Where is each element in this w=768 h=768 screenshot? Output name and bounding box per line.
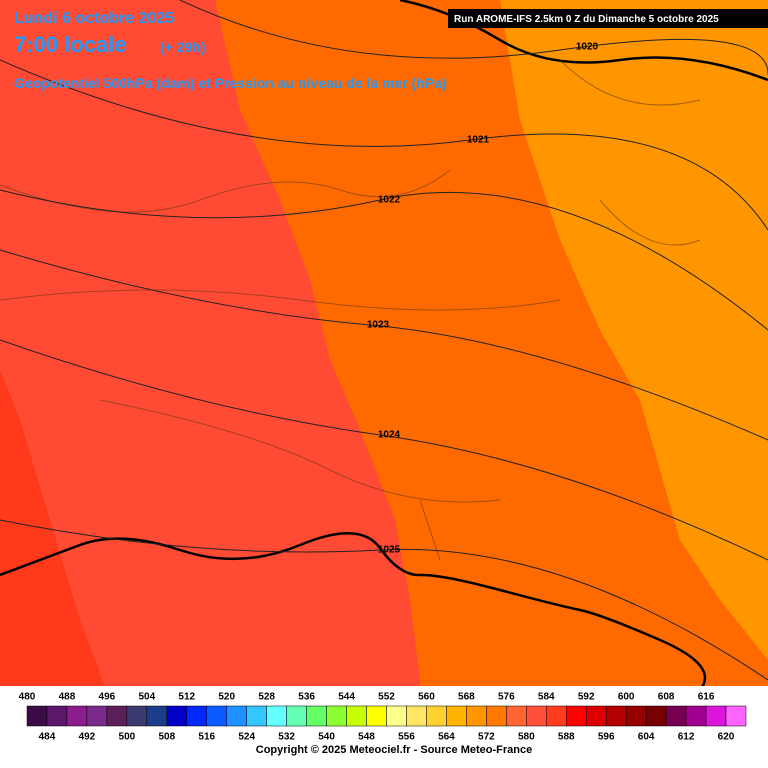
country-border: [0, 532, 768, 722]
legend-swatch: [226, 705, 247, 727]
legend-swatch: [625, 705, 647, 727]
legend-swatch: [326, 705, 347, 727]
legend-label: 584: [538, 692, 555, 703]
legend-label: 544: [338, 692, 355, 703]
legend-swatch: [685, 705, 707, 727]
legend-label: 524: [238, 732, 255, 743]
legend-label: 528: [258, 692, 275, 703]
copyright: Copyright © 2025 Meteociel.fr - Source M…: [256, 744, 532, 756]
subtitle: Geopotentiel 500hPa (dam) et Pression au…: [14, 75, 447, 91]
legend-label: 620: [718, 732, 735, 743]
legend-swatch: [206, 705, 227, 727]
legend-swatch: [426, 705, 447, 727]
legend-label: 572: [478, 732, 495, 743]
isobar: [0, 189, 768, 331]
legend-label: 512: [178, 692, 195, 703]
legend-label: 548: [358, 732, 375, 743]
legend-label: 552: [378, 692, 395, 703]
isobar-label: 1024: [378, 430, 401, 441]
date: Lundi 6 octobre 2025: [14, 10, 174, 27]
legend-swatch: [346, 705, 367, 727]
legend-swatch: [66, 705, 88, 727]
legend-swatch: [526, 705, 547, 727]
legend-label: 488: [59, 692, 76, 703]
legend-swatch: [166, 705, 188, 727]
legend-swatch: [26, 705, 48, 727]
legend-label: 608: [658, 692, 675, 703]
isobar-label: 1020: [576, 42, 599, 53]
isobar: [0, 519, 768, 681]
legend-label: 560: [418, 692, 435, 703]
legend-label: 540: [318, 732, 335, 743]
isobar-label: 1022: [378, 195, 401, 206]
run-box: [448, 9, 768, 28]
legend-swatch: [126, 705, 148, 727]
legend-label: 484: [39, 732, 56, 743]
isobar: [0, 339, 768, 561]
legend-swatch: [486, 705, 507, 727]
legend-swatch: [266, 705, 287, 727]
legend-swatch: [146, 705, 168, 727]
field-light-orange: [500, 0, 768, 660]
legend-panel: [0, 686, 768, 768]
legend-label: 480: [19, 692, 36, 703]
legend-swatch: [106, 705, 128, 727]
legend-label: 568: [458, 692, 475, 703]
legend-swatch: [585, 705, 607, 727]
isobar-label: 1025: [378, 545, 401, 556]
legend-swatch: [566, 705, 587, 727]
legend-label: 592: [578, 692, 595, 703]
isobar-label: 1023: [367, 320, 390, 331]
legend-swatch: [546, 705, 567, 727]
field-deep-red: [0, 370, 120, 768]
legend-swatch: [386, 705, 407, 727]
legend-label: 500: [119, 732, 136, 743]
legend-swatch: [725, 705, 747, 727]
legend-label: 496: [99, 692, 116, 703]
legend-swatch: [645, 705, 667, 727]
admin-border: [0, 59, 701, 561]
legend-swatch: [406, 705, 427, 727]
legend-label: 612: [678, 732, 695, 743]
legend-swatch: [286, 705, 307, 727]
legend-label: 600: [618, 692, 635, 703]
isobar: [0, 249, 768, 441]
legend-label: 556: [398, 732, 415, 743]
isobar-label: 1021: [467, 135, 490, 146]
legend-label: 516: [198, 732, 215, 743]
legend-swatch: [446, 705, 467, 727]
legend-swatch: [506, 705, 527, 727]
legend-label: 564: [438, 732, 455, 743]
legend-label: 536: [298, 692, 315, 703]
legend-swatch: [705, 705, 727, 727]
legend-label: 504: [138, 692, 155, 703]
isobar: [179, 0, 768, 75]
isobar: [0, 59, 768, 231]
legend-swatch: [186, 705, 207, 727]
lead: (+ 29h): [160, 39, 206, 55]
legend-swatch: [665, 705, 687, 727]
run-info: Run AROME-IFS 2.5km 0 Z du Dimanche 5 oc…: [454, 14, 719, 25]
legend-label: 580: [518, 732, 535, 743]
time: 7:00 locale: [14, 32, 127, 57]
legend-swatch: [306, 705, 327, 727]
legend-label: 596: [598, 732, 615, 743]
legend-label: 492: [79, 732, 96, 743]
legend-label: 532: [278, 732, 295, 743]
legend-label: 616: [698, 692, 715, 703]
legend-label: 604: [638, 732, 655, 743]
legend-swatch: [466, 705, 487, 727]
legend-label: 520: [218, 692, 235, 703]
legend-label: 576: [498, 692, 515, 703]
legend-label: 508: [158, 732, 175, 743]
legend-swatch: [605, 705, 627, 727]
legend-label: 588: [558, 732, 575, 743]
legend-swatch: [366, 705, 387, 727]
legend-swatch: [46, 705, 68, 727]
legend-swatch: [86, 705, 108, 727]
legend-swatch: [246, 705, 267, 727]
